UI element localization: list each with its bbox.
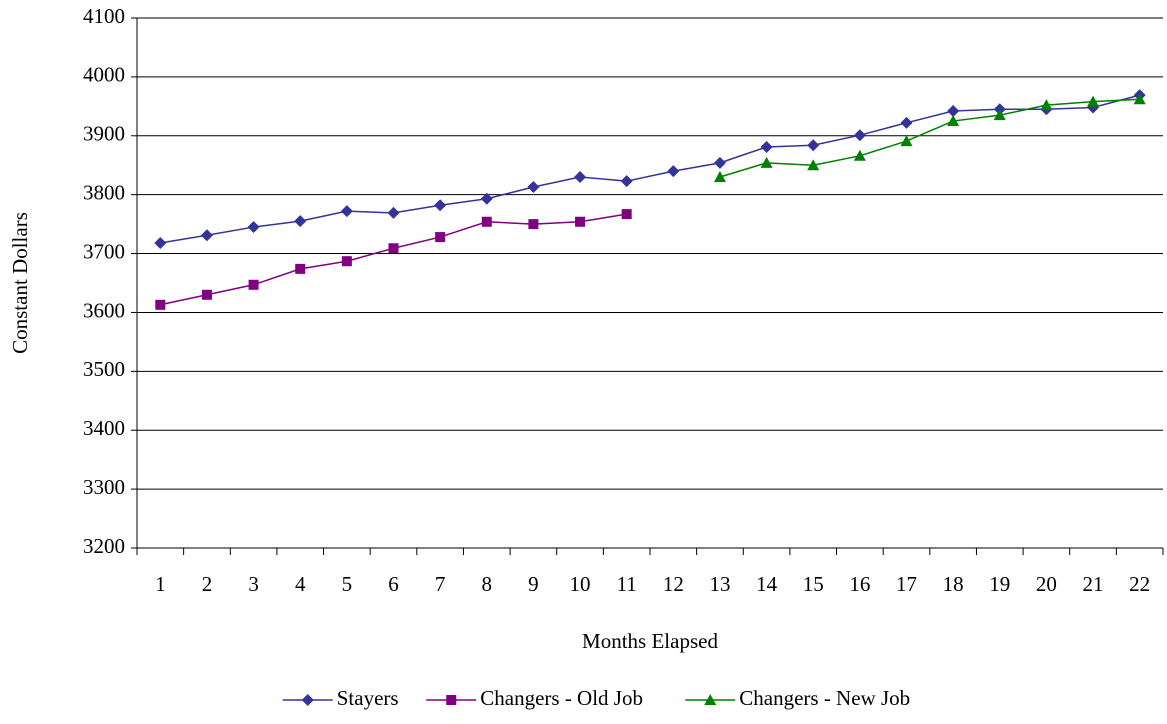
data-point [434,199,447,212]
data-point [853,129,866,142]
data-point [667,165,680,178]
data-point [247,221,260,234]
data-point [853,149,866,161]
data-point [574,171,587,183]
x-tick-label: 22 [1129,572,1150,596]
data-point [993,109,1006,121]
data-point [760,140,773,153]
data-point [527,181,540,194]
x-tick-label: 6 [388,572,399,596]
data-point [341,256,352,267]
x-tick-label: 12 [663,572,684,596]
x-tick-label: 10 [570,572,591,596]
data-point [575,216,586,227]
x-tick-label: 15 [803,572,824,596]
data-point [295,263,306,274]
data-point [1040,99,1053,111]
y-tick-label: 4100 [83,4,125,28]
data-point [294,215,307,228]
data-point [900,135,913,147]
legend-label: Stayers [337,686,399,710]
data-point [387,206,400,219]
x-tick-label: 2 [202,572,213,596]
data-point [760,156,773,168]
y-tick-label: 3500 [83,357,125,381]
x-tick-label: 14 [756,572,778,596]
x-tick-label: 3 [248,572,259,596]
x-tick-label: 7 [435,572,446,596]
data-point [947,105,960,118]
x-tick-label: 11 [617,572,637,596]
data-point [713,156,726,169]
data-point [481,216,492,227]
x-tick-label: 9 [528,572,539,596]
x-tick-label: 16 [849,572,870,596]
data-point [528,219,539,230]
x-tick-label: 1 [155,572,166,596]
y-tick-label: 3700 [83,239,125,263]
x-tick-label: 20 [1036,572,1057,596]
y-tick-label: 3900 [83,122,125,146]
data-point [1133,93,1146,105]
series-line [160,213,627,306]
data-point [807,139,820,152]
legend-marker [704,694,717,705]
legend-marker [446,695,457,705]
y-tick-label: 3600 [83,298,125,322]
y-axis-label: Constant Dollars [8,212,32,354]
data-point [480,192,493,205]
y-tick-label: 3300 [83,475,125,499]
data-point [621,209,632,220]
legend-label: Changers - Old Job [480,686,643,710]
x-tick-label: 8 [482,572,493,596]
x-tick-label: 4 [295,572,306,596]
data-point [435,232,446,243]
data-point [900,116,913,129]
x-tick-label: 17 [896,572,917,596]
x-tick-label: 18 [943,572,964,596]
legend-label: Changers - New Job [739,686,910,710]
data-point [155,299,166,310]
x-tick-label: 21 [1083,572,1104,596]
data-point [388,243,399,254]
data-point [201,289,212,300]
y-tick-label: 4000 [83,63,125,87]
data-point [200,229,213,242]
x-tick-label: 5 [342,572,353,596]
data-point [713,171,726,182]
series-line [719,98,1140,178]
x-tick-label: 19 [989,572,1010,596]
data-point [620,175,633,188]
y-tick-label: 3800 [83,180,125,204]
data-point [340,205,353,218]
x-axis-label: Months Elapsed [582,629,718,653]
x-tick-label: 13 [709,572,730,596]
data-point [1087,95,1100,107]
data-point [947,115,960,127]
data-point [807,159,820,171]
data-point [154,236,167,249]
data-point [248,279,259,290]
series-line [160,94,1140,244]
y-tick-label: 3400 [83,416,125,440]
y-tick-label: 3200 [83,534,125,558]
legend-marker [301,694,314,706]
